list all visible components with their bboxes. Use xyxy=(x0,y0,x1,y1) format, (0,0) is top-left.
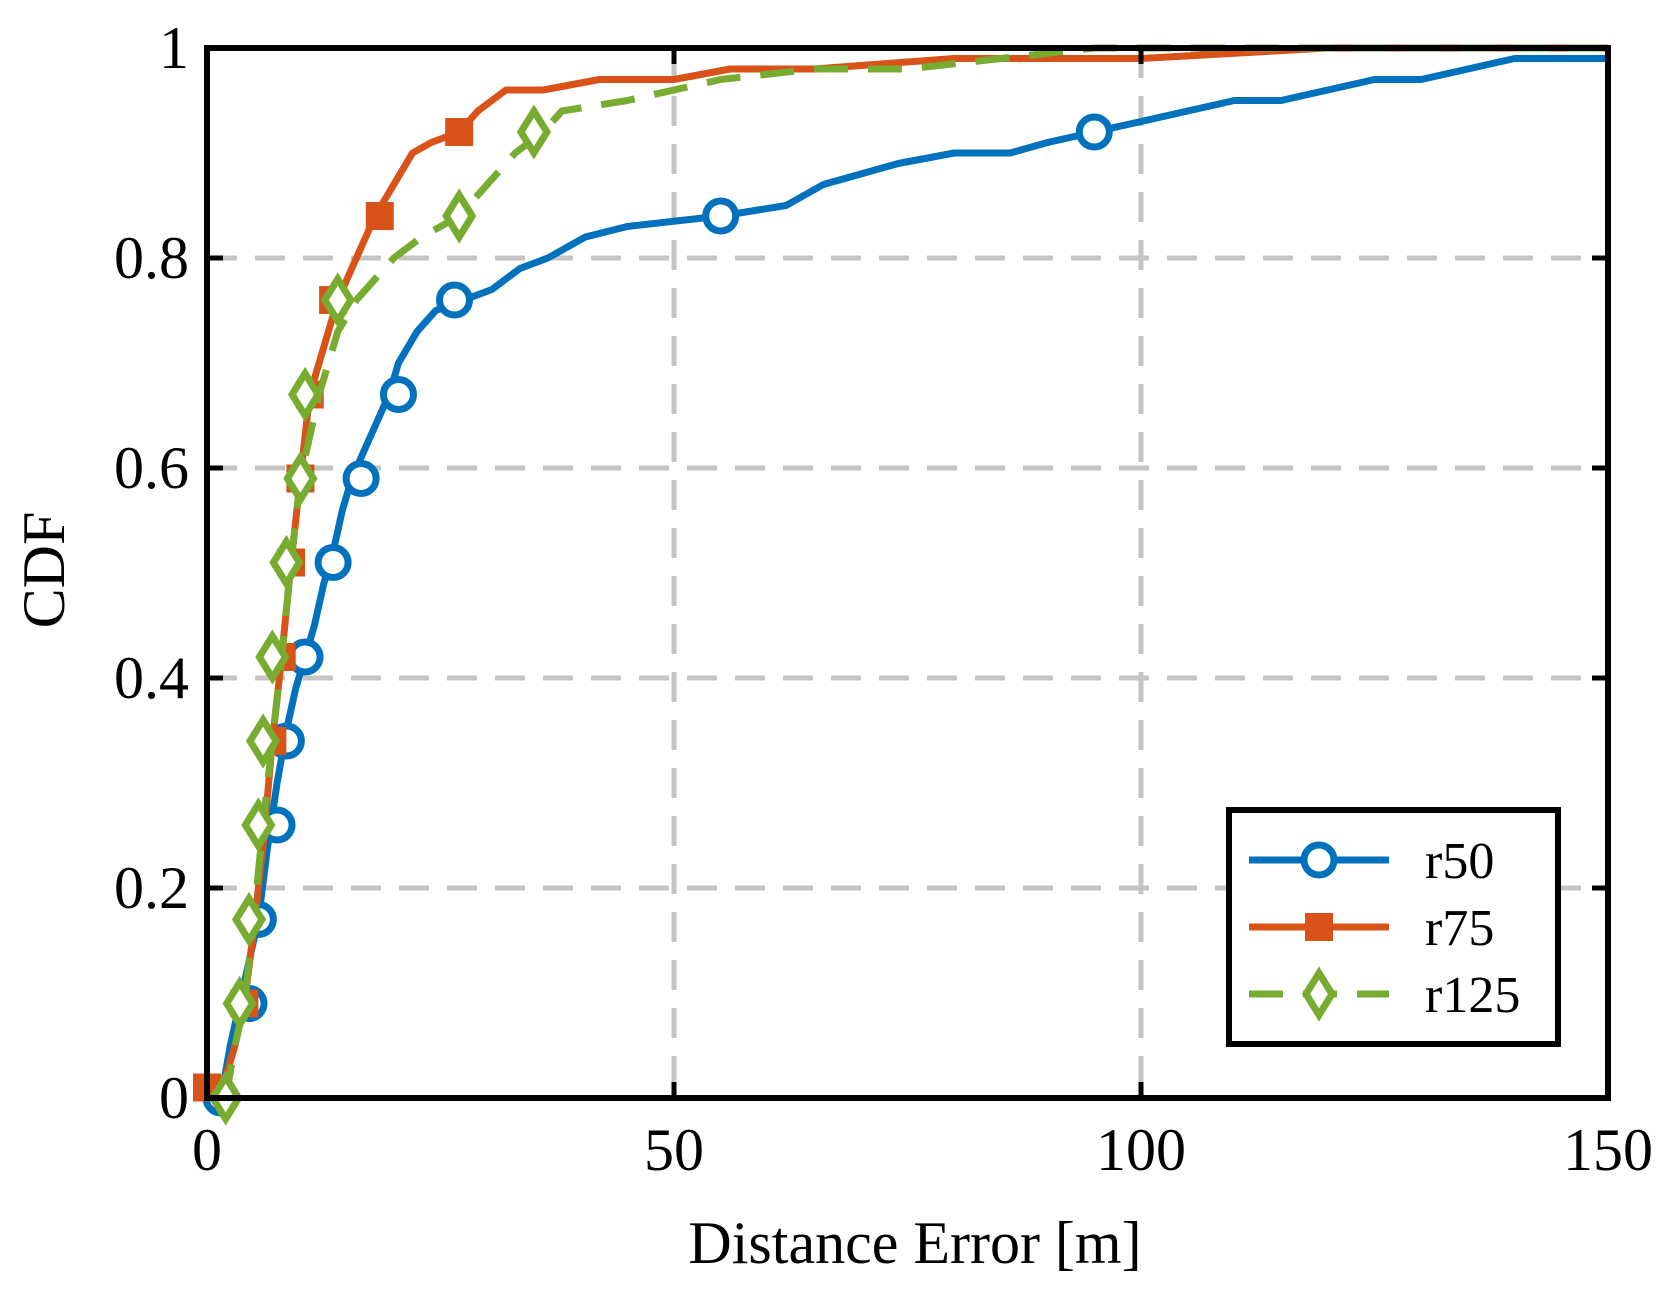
data-point-r125 xyxy=(442,188,477,244)
series-layer xyxy=(193,44,1608,1126)
y-tick-label: 0.4 xyxy=(114,645,189,711)
tick-labels: 0 50 100 150 0 0.2 0.4 0.6 0.8 1 xyxy=(114,15,1653,1183)
series-line-r50 xyxy=(217,55,1608,1099)
legend-label-r125: r125 xyxy=(1425,967,1520,1024)
series-line-r125 xyxy=(222,44,1608,1099)
data-point-r50 xyxy=(1075,113,1113,151)
x-tick-label: 100 xyxy=(1096,1117,1186,1183)
data-point-r125 xyxy=(283,450,318,507)
legend-label-r50: r50 xyxy=(1425,833,1494,890)
data-point-r125 xyxy=(241,797,276,853)
data-point-r125 xyxy=(222,975,257,1032)
data-point-r125 xyxy=(320,272,355,328)
legend-marker-r125 xyxy=(1301,966,1337,1022)
y-tick-label: 0.8 xyxy=(114,225,189,291)
data-point-r125 xyxy=(255,629,290,685)
data-point-r50 xyxy=(379,376,417,413)
y-tick-label: 0 xyxy=(159,1065,189,1131)
data-point-r125 xyxy=(245,713,281,769)
data-point-r50 xyxy=(342,460,380,497)
legend-marker-r50 xyxy=(1300,841,1338,879)
legend-label-r75: r75 xyxy=(1425,900,1494,957)
legend: r50 r75 r125 xyxy=(1226,807,1561,1047)
x-axis-label: Distance Error [m] xyxy=(688,1210,1141,1276)
x-tick-label: 150 xyxy=(1563,1117,1653,1183)
data-point-r125 xyxy=(287,366,323,423)
y-tick-label: 1 xyxy=(159,15,189,81)
y-tick-label: 0.6 xyxy=(114,435,189,501)
y-axis-label: CDF xyxy=(11,512,77,629)
axes xyxy=(204,45,1611,1101)
x-tick-label: 0 xyxy=(192,1117,222,1183)
x-tick-label: 50 xyxy=(644,1117,704,1183)
data-point-r125 xyxy=(231,891,267,948)
data-point-r75 xyxy=(365,202,394,230)
data-point-r125 xyxy=(516,104,552,160)
data-point-r50 xyxy=(436,281,474,319)
legend-marker-r75 xyxy=(1305,913,1333,941)
data-point-r125 xyxy=(269,534,304,591)
data-point-r50 xyxy=(314,544,352,581)
y-tick-label: 0.2 xyxy=(114,855,189,921)
data-point-r75 xyxy=(445,118,474,146)
plot-area-frame xyxy=(204,45,1611,1101)
data-point-r50 xyxy=(702,197,740,235)
